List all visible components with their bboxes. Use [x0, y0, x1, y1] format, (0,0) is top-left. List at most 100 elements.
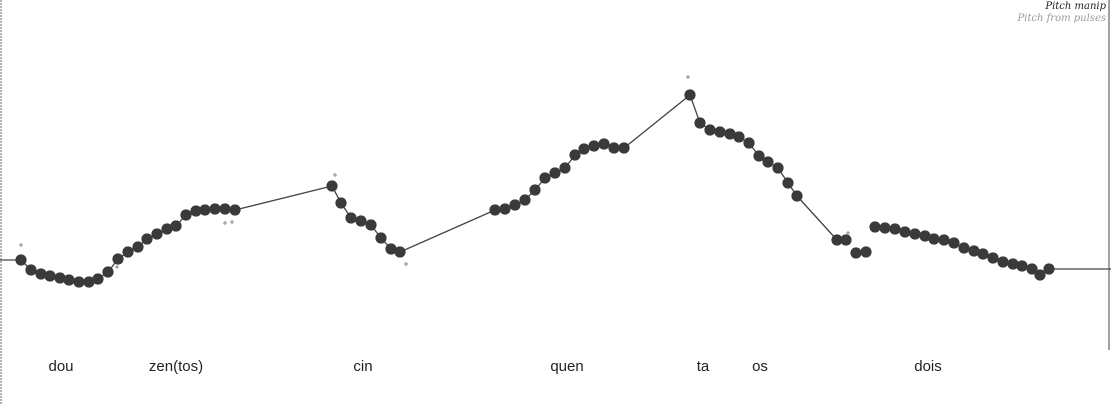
- pitch-point[interactable]: [35, 268, 47, 280]
- pitch-point[interactable]: [569, 149, 581, 161]
- pitch-point[interactable]: [694, 117, 706, 129]
- syllable-label: ta: [697, 358, 710, 375]
- pitch-point[interactable]: [791, 190, 803, 202]
- syllable-label: dois: [914, 358, 942, 375]
- syllable-label: dou: [48, 358, 73, 375]
- syllable-labels: dou zen(tos) cin quen ta os dois: [48, 358, 941, 375]
- pitch-point[interactable]: [190, 205, 202, 217]
- pitch-point[interactable]: [25, 264, 37, 276]
- pitch-point[interactable]: [733, 131, 745, 143]
- manip-points: [15, 89, 1055, 288]
- pitch-point[interactable]: [598, 138, 610, 150]
- pitch-point[interactable]: [519, 194, 531, 206]
- pitch-point[interactable]: [102, 266, 114, 278]
- pulse-point: [18, 242, 24, 248]
- pitch-point[interactable]: [539, 172, 551, 184]
- pitch-point[interactable]: [1026, 263, 1038, 275]
- pitch-point[interactable]: [588, 140, 600, 152]
- pulse-point: [332, 172, 338, 178]
- pitch-point[interactable]: [909, 228, 921, 240]
- pitch-point[interactable]: [92, 273, 104, 285]
- pitch-point[interactable]: [122, 246, 134, 258]
- pitch-point[interactable]: [394, 246, 406, 258]
- pitch-point[interactable]: [762, 156, 774, 168]
- pitch-line-segment: [399, 93, 838, 253]
- pitch-point[interactable]: [782, 177, 794, 189]
- syllable-label: quen: [550, 358, 583, 375]
- pitch-point[interactable]: [63, 274, 75, 286]
- pitch-point[interactable]: [704, 124, 716, 136]
- pitch-point[interactable]: [199, 204, 211, 216]
- pitch-point[interactable]: [326, 180, 338, 192]
- pitch-point[interactable]: [83, 276, 95, 288]
- pitch-point[interactable]: [743, 137, 755, 149]
- pitch-point[interactable]: [489, 204, 501, 216]
- legend-pitch-pulses: Pitch from pulses: [1017, 13, 1106, 24]
- pitch-point[interactable]: [997, 256, 1009, 268]
- pulse-point: [403, 261, 409, 267]
- pitch-point[interactable]: [219, 203, 231, 215]
- pitch-point[interactable]: [724, 128, 736, 140]
- pitch-point[interactable]: [840, 234, 852, 246]
- pitch-point[interactable]: [44, 270, 56, 282]
- pitch-point[interactable]: [1016, 260, 1028, 272]
- pitch-point[interactable]: [1034, 269, 1046, 281]
- pitch-point[interactable]: [161, 223, 173, 235]
- pitch-point[interactable]: [889, 223, 901, 235]
- pitch-point[interactable]: [879, 222, 891, 234]
- pitch-point[interactable]: [948, 237, 960, 249]
- pitch-point[interactable]: [132, 241, 144, 253]
- pitch-point[interactable]: [209, 203, 221, 215]
- pitch-point[interactable]: [15, 254, 27, 266]
- pitch-point[interactable]: [529, 184, 541, 196]
- pitch-point[interactable]: [618, 142, 630, 154]
- pitch-point[interactable]: [772, 162, 784, 174]
- pitch-point[interactable]: [1007, 258, 1019, 270]
- pitch-point[interactable]: [170, 220, 182, 232]
- pitch-point[interactable]: [753, 150, 765, 162]
- pitch-point[interactable]: [112, 253, 124, 265]
- pulse-point: [114, 264, 120, 270]
- pitch-point[interactable]: [229, 204, 241, 216]
- pitch-point[interactable]: [509, 199, 521, 211]
- pitch-point[interactable]: [899, 226, 911, 238]
- pitch-point[interactable]: [549, 167, 561, 179]
- pitch-point[interactable]: [578, 143, 590, 155]
- pitch-point[interactable]: [141, 233, 153, 245]
- pitch-point[interactable]: [938, 234, 950, 246]
- pitch-point[interactable]: [977, 248, 989, 260]
- pitch-point[interactable]: [987, 252, 999, 264]
- pitch-point[interactable]: [345, 212, 357, 224]
- pitch-point[interactable]: [919, 230, 931, 242]
- pitch-point[interactable]: [1043, 263, 1055, 275]
- pitch-point[interactable]: [608, 142, 620, 154]
- pitch-point[interactable]: [73, 276, 85, 288]
- pitch-point[interactable]: [559, 162, 571, 174]
- pitch-point[interactable]: [928, 233, 940, 245]
- pitch-point[interactable]: [684, 89, 696, 101]
- legend-pitch-manip: Pitch manip: [1045, 1, 1106, 12]
- pitch-point[interactable]: [831, 234, 843, 246]
- pitch-point[interactable]: [180, 209, 192, 221]
- syllable-label: zen(tos): [149, 358, 203, 375]
- pitch-point[interactable]: [335, 197, 347, 209]
- pitch-point[interactable]: [860, 246, 872, 258]
- pitch-point[interactable]: [54, 272, 66, 284]
- pitch-line-segment: [796, 195, 838, 241]
- pulse-point: [845, 230, 851, 236]
- pitch-point[interactable]: [968, 245, 980, 257]
- pitch-point[interactable]: [869, 221, 881, 233]
- pitch-point[interactable]: [385, 243, 397, 255]
- pitch-point[interactable]: [714, 126, 726, 138]
- pitch-point[interactable]: [499, 203, 511, 215]
- pitch-point[interactable]: [958, 242, 970, 254]
- pulse-point: [229, 219, 235, 225]
- pitch-point[interactable]: [151, 228, 163, 240]
- pitch-point[interactable]: [375, 232, 387, 244]
- pulse-point: [685, 74, 691, 80]
- pitch-point[interactable]: [355, 215, 367, 227]
- pitch-lines: [0, 93, 1111, 283]
- pitch-point[interactable]: [365, 219, 377, 231]
- pitch-point[interactable]: [850, 247, 862, 259]
